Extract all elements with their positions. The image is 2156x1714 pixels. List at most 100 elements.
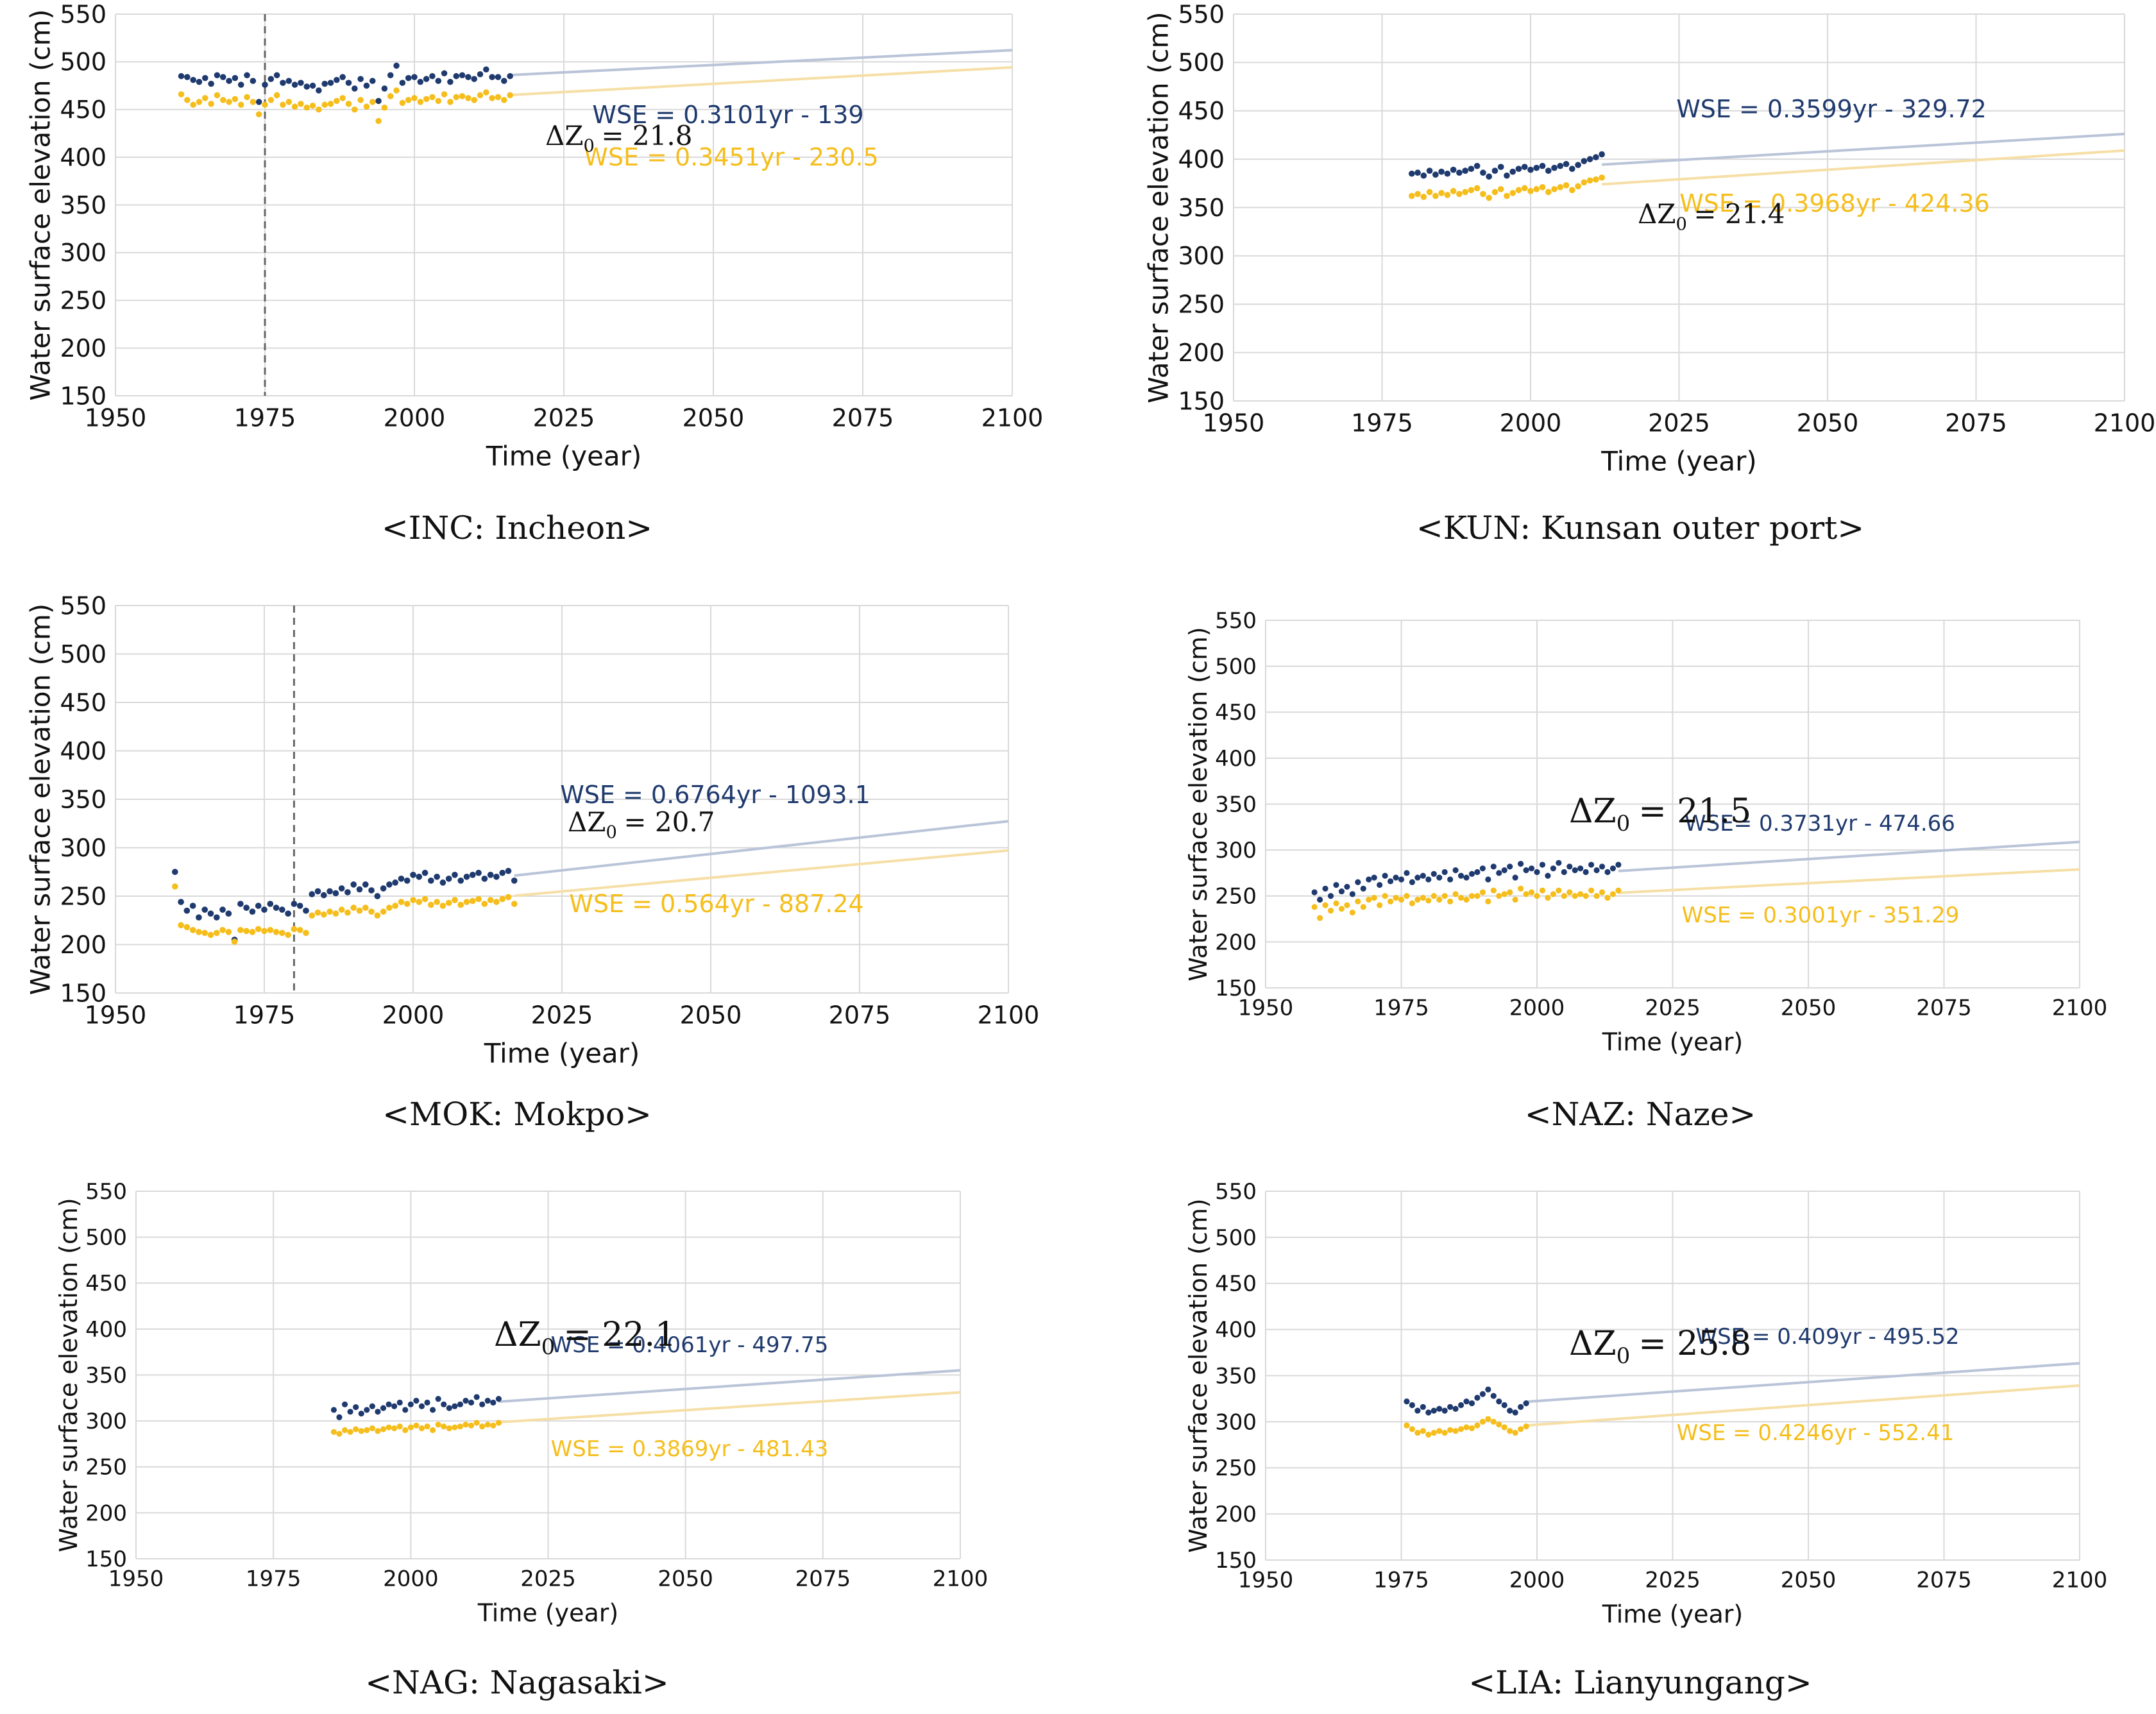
data-point	[1479, 1418, 1486, 1425]
x-tick-label: 1975	[1373, 996, 1429, 1021]
fit-equation-lower: WSE = 0.3869yr - 481.43	[551, 1436, 829, 1462]
data-point	[505, 894, 512, 901]
data-point	[387, 93, 394, 99]
data-point	[352, 106, 358, 113]
y-tick-label: 400	[85, 1317, 127, 1343]
data-point	[439, 879, 446, 886]
data-point	[285, 910, 291, 917]
data-point	[481, 875, 488, 882]
y-tick-label: 150	[1215, 1548, 1257, 1574]
data-point	[255, 111, 262, 117]
data-point	[445, 875, 452, 882]
data-point	[189, 927, 196, 933]
data-point	[1557, 184, 1564, 191]
data-point	[1491, 189, 1498, 196]
panel-caption: <MOK: Mokpo>	[382, 1096, 652, 1133]
y-tick-label: 250	[60, 882, 106, 910]
data-point	[1497, 164, 1504, 171]
data-point	[1501, 1402, 1507, 1409]
delta-z0-annotation: ΔZ0 = 25.8	[1569, 1325, 1751, 1368]
data-point	[327, 908, 333, 915]
data-point	[1593, 154, 1599, 160]
data-point	[1593, 867, 1600, 874]
data-point	[369, 1425, 375, 1432]
data-point	[435, 98, 442, 105]
panel-caption: <INC: Incheon>	[382, 509, 652, 547]
data-point	[445, 899, 452, 906]
data-point	[1474, 893, 1481, 899]
delta-symbol: ΔZ	[568, 806, 606, 838]
data-point	[321, 80, 328, 87]
x-axis-title: Time (year)	[1600, 445, 1757, 477]
data-point	[490, 1422, 497, 1429]
data-point	[1420, 194, 1427, 200]
data-point	[219, 927, 226, 933]
data-point	[356, 907, 363, 914]
data-point	[1456, 191, 1463, 198]
data-point	[225, 929, 232, 935]
data-point	[1432, 171, 1439, 178]
series-upper-points	[178, 62, 513, 105]
data-point	[490, 1399, 497, 1406]
y-tick-label: 400	[1178, 145, 1225, 173]
data-point	[1474, 869, 1481, 876]
data-point	[402, 1407, 409, 1413]
data-point	[1551, 186, 1558, 192]
x-tick-label: 2000	[382, 1001, 445, 1030]
data-point	[330, 1407, 337, 1413]
delta-z0-annotation: ΔZ0 = 21.8	[545, 120, 692, 157]
data-point	[1581, 158, 1588, 164]
data-point	[380, 885, 387, 892]
delta-value: = 20.7	[624, 806, 715, 838]
data-point	[1438, 190, 1445, 196]
y-axis-title: Water surface elevation (cm)	[55, 1198, 83, 1552]
data-point	[1355, 898, 1361, 904]
x-tick-label: 1975	[1351, 409, 1413, 437]
y-tick-label: 250	[85, 1455, 127, 1481]
y-tick-label: 400	[1215, 1318, 1257, 1343]
trend-line-upper	[510, 49, 1013, 76]
data-point	[1557, 162, 1564, 169]
data-point	[1523, 867, 1529, 874]
data-point	[446, 1425, 452, 1432]
data-point	[459, 93, 466, 99]
x-tick-label: 2075	[829, 1001, 891, 1030]
data-point	[1398, 896, 1405, 903]
data-point	[380, 908, 387, 915]
data-point	[190, 101, 196, 108]
data-point	[356, 886, 363, 893]
data-point	[1599, 889, 1606, 895]
x-tick-label: 2075	[1945, 409, 2007, 437]
delta-z0-annotation: ΔZ0 = 21.4	[1638, 198, 1785, 235]
y-tick-label: 300	[1178, 242, 1225, 270]
data-point	[471, 76, 477, 82]
data-point	[226, 99, 232, 105]
data-point	[309, 891, 316, 897]
data-point	[1420, 1428, 1426, 1434]
data-point	[280, 80, 286, 86]
data-point	[1333, 900, 1339, 906]
data-point	[255, 99, 262, 105]
data-point	[207, 910, 214, 917]
data-point	[1408, 170, 1415, 177]
data-point	[468, 1399, 475, 1406]
y-tick-label: 300	[1215, 838, 1257, 863]
y-tick-label: 550	[1215, 1179, 1257, 1205]
data-point	[477, 92, 484, 99]
data-point	[1523, 1423, 1529, 1430]
data-point	[273, 72, 280, 78]
data-point	[298, 101, 304, 107]
delta-subscript: 0	[1617, 811, 1631, 836]
data-point	[1577, 865, 1584, 872]
data-point	[1480, 169, 1486, 176]
data-point	[1501, 867, 1507, 874]
x-tick-label: 1950	[108, 1566, 164, 1592]
data-point	[457, 901, 464, 908]
data-point	[1523, 891, 1529, 897]
data-point	[435, 78, 442, 84]
x-tick-label: 1950	[1238, 996, 1294, 1021]
series-lower-points	[1404, 1416, 1529, 1438]
y-tick-label: 550	[60, 0, 106, 28]
data-point	[178, 91, 185, 98]
